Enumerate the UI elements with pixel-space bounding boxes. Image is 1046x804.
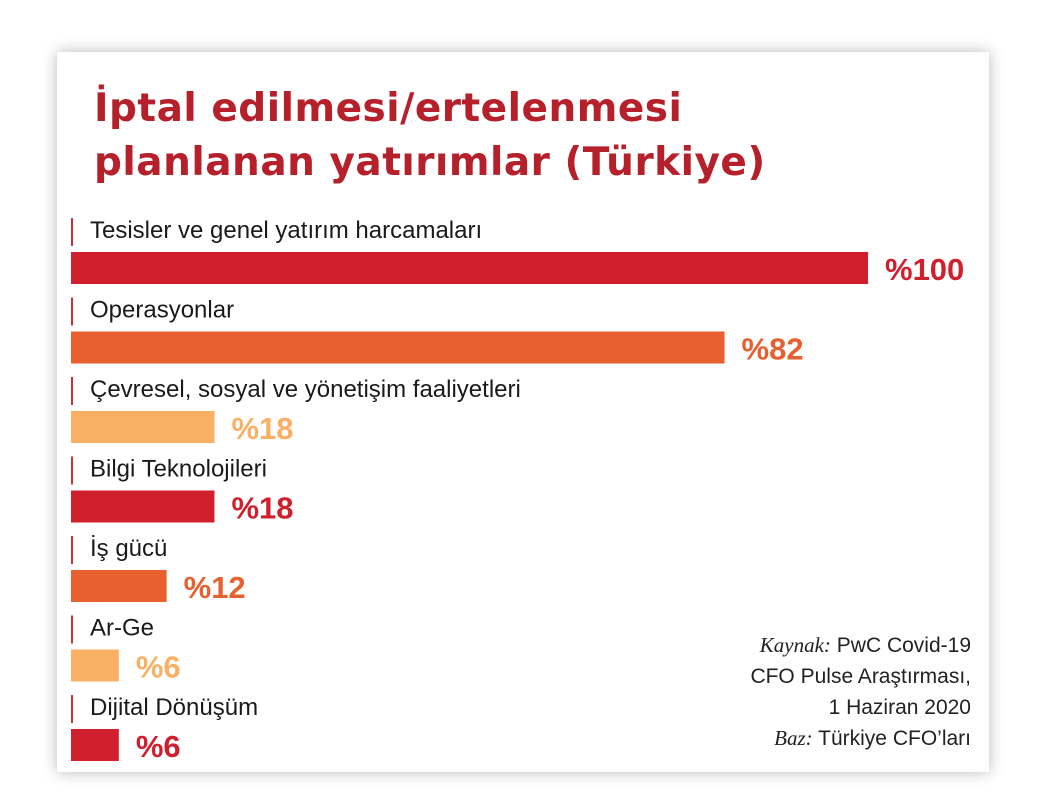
source-kaynak-label: Kaynak: bbox=[759, 633, 831, 657]
category-label: Çevresel, sosyal ve yönetişim faaliyetle… bbox=[90, 376, 521, 403]
row-divider-tick bbox=[71, 695, 73, 723]
bar bbox=[71, 411, 215, 443]
source-baz-text: Türkiye CFO’ları bbox=[818, 727, 971, 750]
bar bbox=[71, 490, 215, 523]
row-divider-tick bbox=[71, 297, 73, 326]
source-baz-label: Baz: bbox=[774, 726, 813, 750]
chart-title: İptal edilmesi/ertelenmesi planlanan yat… bbox=[94, 82, 766, 190]
row-divider-tick bbox=[71, 377, 73, 405]
bar bbox=[71, 729, 119, 761]
bar-chart: Tesisler ve genel yatırım harcamaları %10… bbox=[71, 217, 964, 764]
value-label: %12 bbox=[184, 570, 246, 605]
row-divider-tick bbox=[71, 536, 73, 564]
bar bbox=[71, 649, 119, 682]
value-label: %6 bbox=[136, 729, 181, 764]
category-label: Ar-Ge bbox=[90, 615, 154, 642]
source-line-3: 1 Haziran 2020 bbox=[828, 696, 971, 719]
row-divider-tick bbox=[71, 218, 73, 246]
source-note: Kaynak: PwC Covid-19 CFO Pulse Araştırma… bbox=[750, 630, 971, 754]
value-label: %18 bbox=[231, 411, 293, 446]
source-kaynak-text: PwC Covid-19 bbox=[836, 634, 971, 657]
row-divider-tick bbox=[71, 615, 73, 644]
category-label: Bilgi Teknolojileri bbox=[90, 456, 267, 483]
chart-card: İptal edilmesi/ertelenmesi planlanan yat… bbox=[57, 52, 989, 772]
value-label: %100 bbox=[885, 252, 964, 287]
value-label: %18 bbox=[231, 491, 293, 526]
bar bbox=[71, 331, 725, 364]
row-divider-tick bbox=[71, 456, 73, 485]
value-label: %82 bbox=[742, 332, 804, 367]
bar bbox=[71, 570, 167, 602]
chart-title-line-1: İptal edilmesi/ertelenmesi bbox=[94, 86, 683, 131]
bar bbox=[71, 252, 868, 284]
source-line-2: CFO Pulse Araştırması, bbox=[750, 665, 971, 688]
chart-title-line-2: planlanan yatırımlar (Türkiye) bbox=[94, 140, 766, 185]
category-label: Dijital Dönüşüm bbox=[90, 694, 258, 721]
value-label: %6 bbox=[136, 650, 181, 685]
category-label: Operasyonlar bbox=[90, 297, 234, 324]
category-label: İş gücü bbox=[90, 535, 167, 562]
category-label: Tesisler ve genel yatırım harcamaları bbox=[90, 217, 482, 244]
